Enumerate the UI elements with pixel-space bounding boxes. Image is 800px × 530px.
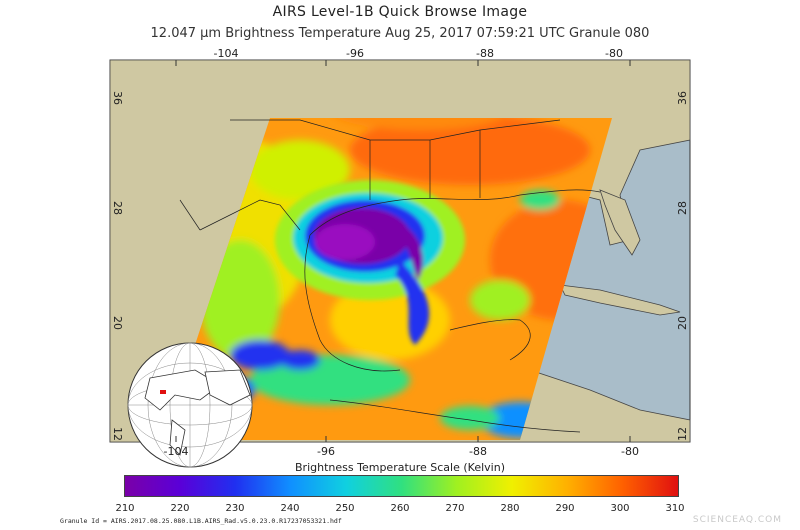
right-lat-tick: 20 (676, 316, 689, 330)
top-lon-tick: -80 (605, 47, 623, 60)
granule-id: Granule Id = AIRS.2017.08.25.080.L1B.AIR… (60, 517, 342, 525)
left-lat-tick: 12 (111, 427, 124, 441)
colorbar-label: 290 (555, 503, 575, 514)
land-cuba (559, 284, 681, 316)
watermark: SCIENCEAQ.COM (692, 515, 782, 525)
brightness-swath (190, 118, 612, 440)
colorbar-label: 300 (610, 503, 630, 514)
colorbar (124, 475, 679, 497)
hurricane-harvey (275, 180, 465, 345)
colorbar-title: Brightness Temperature Scale (Kelvin) (295, 461, 505, 474)
bottom-lon-tick: -96 (317, 445, 335, 458)
top-lon-tick: -96 (346, 47, 364, 60)
colorbar-label: 250 (335, 503, 355, 514)
colorbar-label: 220 (170, 503, 190, 514)
top-lon-tick: -88 (476, 47, 494, 60)
inset-globe (127, 342, 253, 468)
top-lon-tick: -104 (213, 47, 239, 60)
colorbar-label: 240 (280, 503, 300, 514)
colorbar-label: 310 (665, 503, 685, 514)
left-lat-tick: 36 (111, 91, 124, 105)
bottom-lon-tick: -88 (469, 445, 487, 458)
right-lat-tick: 12 (676, 427, 689, 441)
map-title: AIRS Level-1B Quick Browse Image (272, 4, 528, 20)
borders (179, 119, 601, 433)
right-lat-tick: 28 (676, 201, 689, 215)
colorbar-label: 210 (115, 503, 135, 514)
left-lat-tick: 28 (111, 201, 124, 215)
colorbar-label: 270 (445, 503, 465, 514)
right-lat-tick: 36 (676, 91, 689, 105)
map-subtitle: 12.047 µm Brightness Temperature Aug 25,… (150, 26, 650, 41)
left-lat-tick: 20 (111, 316, 124, 330)
land-florida (599, 189, 641, 256)
colorbar-label: 280 (500, 503, 520, 514)
colorbar-label: 260 (390, 503, 410, 514)
colorbar-label: 230 (225, 503, 245, 514)
bottom-lon-tick: -80 (621, 445, 639, 458)
bottom-lon-tick: -104 (163, 445, 189, 458)
